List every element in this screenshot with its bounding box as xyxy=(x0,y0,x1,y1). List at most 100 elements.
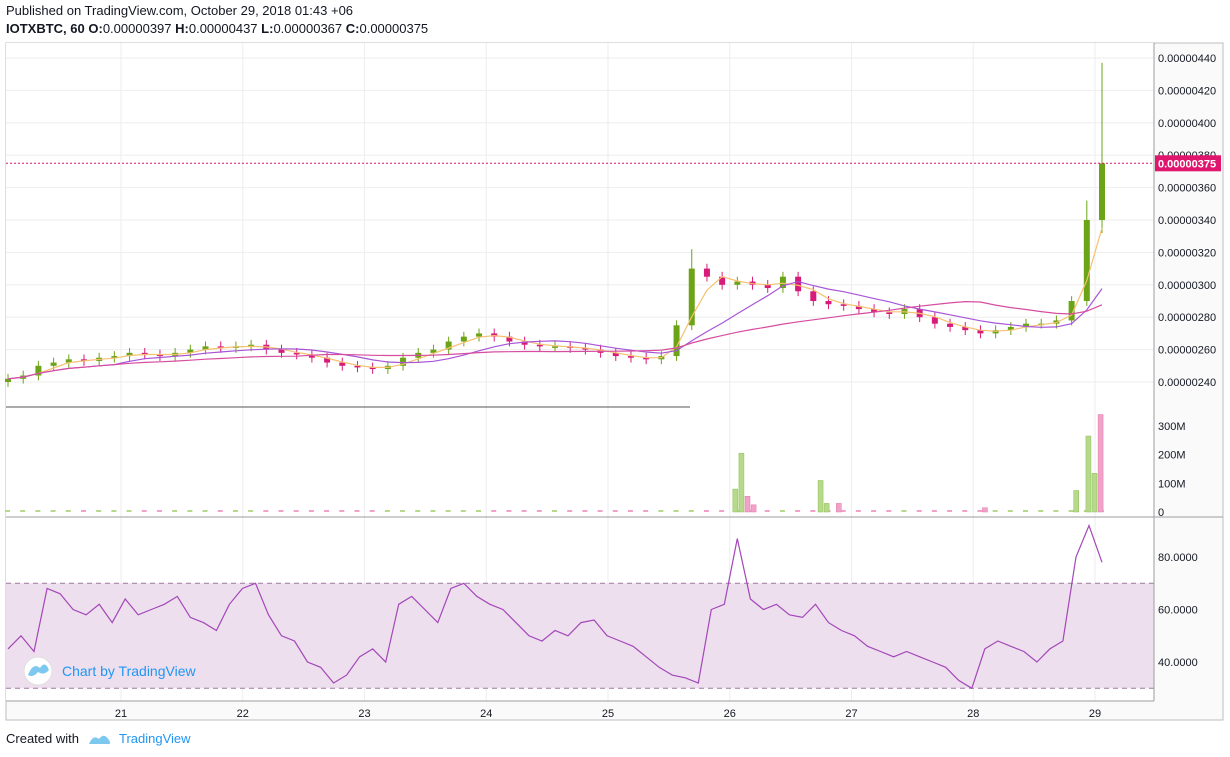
volume-bar xyxy=(5,510,10,512)
price-tick-label: 0.00000420 xyxy=(1158,85,1216,97)
volume-bar xyxy=(688,510,694,512)
time-tick-label: 21 xyxy=(115,708,127,720)
time-tick-label: 29 xyxy=(1089,708,1101,720)
candle-body xyxy=(50,362,57,366)
candle-body xyxy=(1007,326,1014,331)
volume-bar xyxy=(20,510,26,512)
candle-body xyxy=(977,330,984,334)
high-label: H: xyxy=(175,21,189,36)
volume-bar xyxy=(217,510,223,512)
volume-bar xyxy=(1073,490,1079,513)
candle-body xyxy=(400,357,407,366)
volume-bar xyxy=(324,510,330,512)
candle-body xyxy=(324,357,331,363)
volume-bar xyxy=(50,510,56,512)
volume-bar xyxy=(627,510,633,512)
volume-bar xyxy=(35,510,41,512)
volume-bar xyxy=(460,510,466,512)
candle-body xyxy=(779,276,786,289)
footer-brand[interactable]: TradingView xyxy=(118,731,191,746)
volume-bar xyxy=(552,510,557,512)
candle-body xyxy=(476,333,483,337)
rsi-series xyxy=(7,523,1103,690)
price-tick-label: 0.00000440 xyxy=(1158,53,1216,65)
candle-body xyxy=(552,346,558,348)
volume-bar xyxy=(202,510,208,512)
candle-body xyxy=(734,281,741,285)
candle-body xyxy=(202,346,209,350)
candle-body xyxy=(156,354,163,357)
last-price-label-bg xyxy=(1155,155,1221,172)
volume-tick-label: 100M xyxy=(1158,478,1186,490)
volume-bar xyxy=(779,510,785,512)
volume-bar xyxy=(643,510,649,512)
price-tick-label: 0.00000300 xyxy=(1158,280,1216,292)
candle-body xyxy=(217,346,224,348)
price-tick-label: 0.00000340 xyxy=(1158,215,1216,227)
candle-body xyxy=(612,352,619,357)
candle-body xyxy=(521,341,528,345)
price-tick-label: 0.00000280 xyxy=(1158,312,1216,324)
candle-body xyxy=(293,352,300,355)
volume-bar xyxy=(612,510,618,512)
volume-bar xyxy=(1097,414,1104,513)
candle-body xyxy=(703,268,710,277)
candle-body xyxy=(931,317,938,324)
time-axis: 21 22 23 24 25 26 27 28 29 xyxy=(115,708,1101,720)
candle-body xyxy=(445,341,452,350)
time-tick-label: 28 xyxy=(967,708,979,720)
candle-body xyxy=(810,291,817,301)
volume-bar xyxy=(369,510,375,512)
candle-body xyxy=(354,365,361,368)
candle-body xyxy=(825,301,832,305)
rsi-tick-label: 40.0000 xyxy=(1158,657,1198,669)
volume-bar xyxy=(506,510,512,512)
volume-bar xyxy=(817,480,824,513)
volume-bar xyxy=(111,510,117,512)
volume-series xyxy=(5,414,1104,513)
volume-bar xyxy=(597,510,603,512)
rsi-tick-label: 60.0000 xyxy=(1158,605,1198,617)
candle-body xyxy=(460,336,467,342)
candle-body xyxy=(582,347,589,350)
price-tick-label: 0.00000320 xyxy=(1158,247,1216,259)
volume-bar xyxy=(1007,510,1013,512)
volume-bar xyxy=(1091,473,1098,513)
candle-body xyxy=(248,344,255,347)
volume-bar xyxy=(764,510,770,512)
volume-bar xyxy=(156,510,162,512)
volume-bar xyxy=(738,452,745,513)
candle-body xyxy=(369,367,376,370)
candle-body xyxy=(141,352,148,355)
time-tick-label: 26 xyxy=(724,708,736,720)
candle-body xyxy=(126,352,133,357)
volume-bar xyxy=(840,510,846,512)
volume-bar xyxy=(977,510,983,512)
volume-bar xyxy=(339,510,345,512)
rsi-band-fill xyxy=(6,583,1154,689)
price-tick-label: 0.00000360 xyxy=(1158,183,1216,195)
candle-body xyxy=(627,356,634,358)
rsi-line xyxy=(7,523,1103,690)
volume-bar xyxy=(750,504,757,513)
volume-bar xyxy=(521,510,527,512)
candle-body xyxy=(1023,323,1030,327)
ohlc-legend: IOTXBTC, 60 O:0.00000397 H:0.00000437 L:… xyxy=(6,21,428,36)
volume-bar xyxy=(263,510,269,512)
volume-bar xyxy=(1023,510,1029,512)
candle-body xyxy=(80,359,87,361)
volume-bar xyxy=(278,510,284,512)
volume-bar xyxy=(430,510,436,512)
volume-bar xyxy=(567,510,573,512)
candle-body xyxy=(308,354,315,358)
volume-bar xyxy=(823,503,830,513)
volume-bar xyxy=(732,488,739,513)
time-tick-label: 27 xyxy=(845,708,857,720)
last-price-label: 0.00000375 xyxy=(1158,158,1216,170)
symbol-label: IOTXBTC, 60 xyxy=(6,21,85,36)
volume-bar xyxy=(962,510,968,512)
candle-body xyxy=(871,309,878,313)
open-label: O: xyxy=(88,21,103,36)
volume-bar xyxy=(1053,510,1059,512)
